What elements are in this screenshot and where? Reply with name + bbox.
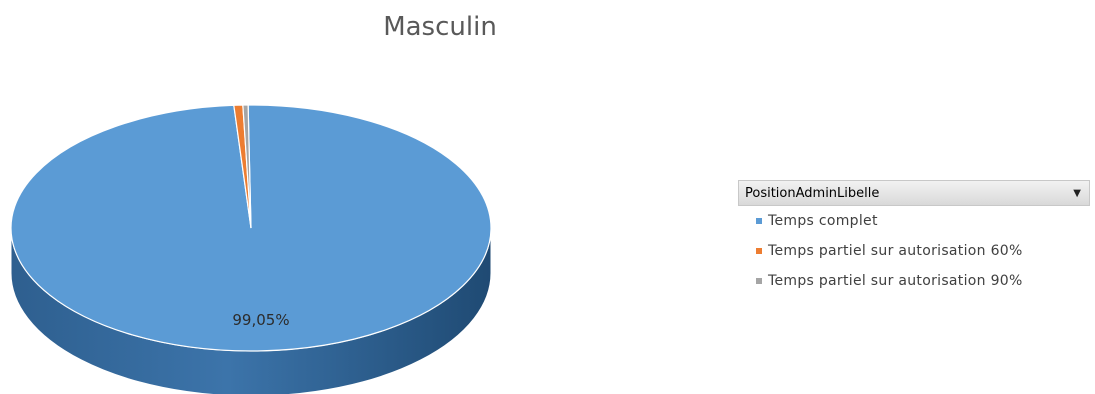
legend-item[interactable]: Temps partiel sur autorisation 90% bbox=[756, 266, 1090, 296]
data-label: 99,05% bbox=[232, 311, 289, 329]
pie-slice-2[interactable] bbox=[242, 104, 252, 229]
legend-field-filter-button[interactable]: PositionAdminLibelle ▼ bbox=[738, 180, 1090, 206]
legend-marker-1 bbox=[756, 248, 762, 254]
legend-marker-0 bbox=[756, 218, 762, 224]
legend: PositionAdminLibelle ▼ Temps complet Tem… bbox=[738, 180, 1090, 296]
legend-items: Temps complet Temps partiel sur autorisa… bbox=[738, 206, 1090, 296]
caret-down-icon: ▼ bbox=[1073, 187, 1081, 199]
legend-label: Temps complet bbox=[768, 213, 878, 229]
legend-label: Temps partiel sur autorisation 90% bbox=[768, 273, 1023, 289]
legend-label: Temps partiel sur autorisation 60% bbox=[768, 243, 1023, 259]
chart-title: Masculin bbox=[383, 12, 497, 42]
legend-item[interactable]: Temps partiel sur autorisation 60% bbox=[756, 236, 1090, 266]
legend-field-name: PositionAdminLibelle bbox=[745, 185, 880, 201]
legend-item[interactable]: Temps complet bbox=[756, 206, 1090, 236]
legend-marker-2 bbox=[756, 278, 762, 284]
